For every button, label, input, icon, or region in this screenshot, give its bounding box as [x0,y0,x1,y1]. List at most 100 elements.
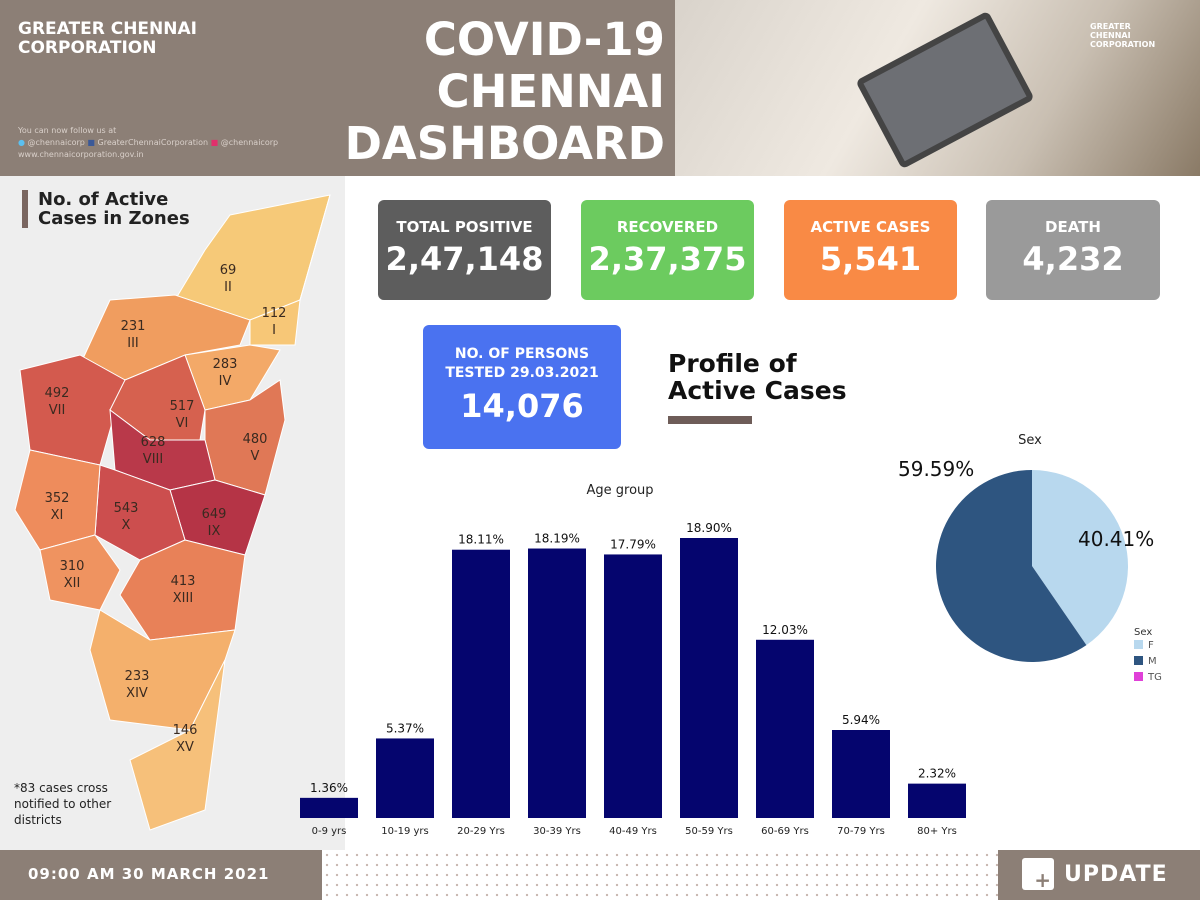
twitter-icon: ● [18,138,25,147]
bar[interactable] [832,730,890,818]
pie-data-label: 59.59% [898,457,974,481]
bar[interactable] [756,639,814,818]
x-tick-label: 10-19 yrs [381,826,428,837]
header-banner [0,0,675,176]
zone-label: 492 VII [44,386,70,418]
legend-label: F [1148,640,1154,651]
x-tick-label: 80+ Yrs [917,826,957,837]
title-underline [668,416,752,424]
x-tick-label: 20-29 Yrs [457,826,505,837]
bar-data-label: 18.11% [458,533,504,547]
follow-text: You can now follow us at [18,126,117,135]
instagram-icon: ■ [210,138,219,147]
bar[interactable] [376,738,434,818]
twitter-handle[interactable]: @chennaicorp [27,138,85,147]
card-value: 2,37,375 [588,240,747,278]
zone-label: 517 VI [169,399,195,431]
org-name: GREATER CHENNAI CORPORATION [18,19,197,58]
total-positive-card: TOTAL POSITIVE 2,47,148 [378,200,551,300]
zone-map [14,194,331,831]
bar[interactable] [452,549,510,818]
bar-data-label: 18.90% [686,521,732,535]
bar-data-label: 18.19% [534,532,580,546]
legend-swatch [1134,672,1143,681]
sex-pie-chart: Sex Sex 40.41% F 59.59% M TG [898,433,1162,683]
x-tick-label: 0-9 yrs [312,826,347,837]
bar-data-label: 2.32% [918,767,956,781]
legend-swatch [1134,656,1143,665]
bar[interactable] [680,538,738,818]
zone-label: 112 I [261,306,287,338]
bar-data-label: 12.03% [762,623,808,637]
tested-card: NO. OF PERSONS TESTED 29.03.2021 14,076 [423,325,621,449]
bar-data-label: 5.37% [386,721,424,735]
update-button[interactable]: + UPDATE [1022,858,1168,892]
death-card: DEATH 4,232 [986,200,1160,300]
title-line: DASHBOARD [344,117,665,170]
instagram-handle[interactable]: @chennaicorp [220,138,279,147]
legend-label: M [1148,656,1157,667]
zone-label: 480 V [242,432,268,464]
x-tick-label: 70-79 Yrs [837,826,885,837]
bar[interactable] [908,783,966,818]
title-line: CHENNAI [436,65,665,118]
zone-II[interactable] [174,194,331,321]
card-label: TOTAL POSITIVE [396,218,533,236]
pie-slice-M[interactable] [936,470,1087,662]
dashboard-title: COVID-19 CHENNAI DASHBOARD [300,14,665,170]
zone-label: 628 VIII [140,435,166,467]
card-label: TESTED 29.03.2021 [445,365,599,381]
facebook-icon: ■ [87,138,95,147]
pie-slice-F[interactable] [1032,470,1128,646]
x-tick-label: 40-49 Yrs [609,826,657,837]
x-tick-label: 30-39 Yrs [533,826,581,837]
bar[interactable] [300,797,358,818]
zone-label: 233 XIV [124,669,150,701]
card-value: 5,541 [819,240,922,278]
zone-label: 283 IV [212,357,238,389]
age-group-chart: Age group 1.36% 0-9 yrs 5.37% 10-19 yrs 18.1… [300,483,966,837]
zone-label: 352 XI [44,491,70,523]
zone-label: 146 XV [172,723,198,755]
card-label: NO. OF PERSONS [454,346,590,362]
website-link[interactable]: www.chennaicorporation.gov.in [18,150,144,159]
x-tick-label: 60-69 Yrs [761,826,809,837]
bar-data-label: 17.79% [610,537,656,551]
bar-chart-title: Age group [586,483,653,498]
legend-label: TG [1147,672,1162,683]
zone-label: 413 XIII [170,574,196,606]
zone-XV[interactable] [129,659,226,831]
bar[interactable] [528,548,586,818]
bar[interactable] [604,554,662,818]
card-value: 2,47,148 [385,240,544,278]
zone-label: 649 IX [201,507,227,539]
zone-label: 310 XII [59,559,85,591]
zone-label: 69 II [219,263,237,295]
bar-data-label: 5.94% [842,713,880,727]
facebook-handle[interactable]: GreaterChennaiCorporation [97,138,209,147]
recovered-card: RECOVERED 2,37,375 [581,200,754,300]
card-label: ACTIVE CASES [810,218,931,236]
profile-title: Profile of Active Cases [668,349,847,405]
card-value: 4,232 [1022,240,1124,278]
dot-pattern [322,850,998,900]
map-note: *83 cases cross notified to other distri… [14,781,112,827]
legend-title: Sex [1134,627,1152,638]
plus-document-icon: + [1022,858,1054,892]
timestamp: 09:00 AM 30 MARCH 2021 [28,865,270,883]
photo-logo: GREATER CHENNAI CORPORATION [1090,22,1156,49]
title-line: COVID-19 [423,13,665,66]
zone-XII[interactable] [39,534,121,611]
legend-swatch [1134,640,1143,649]
card-label: RECOVERED [616,218,719,236]
social-follow: You can now follow us at ● @chennaicorp … [18,125,278,161]
active-cases-card: ACTIVE CASES 5,541 [784,200,957,300]
map-title: No. of Active Cases in Zones [22,190,192,228]
bar-data-label: 1.36% [310,781,348,795]
zone-label: 543 X [113,501,139,533]
update-label: UPDATE [1064,861,1168,887]
card-value: 14,076 [460,387,584,425]
zone-label: 231 III [120,319,146,351]
pie-title: Sex [1018,433,1042,448]
card-label: DEATH [1045,218,1101,236]
